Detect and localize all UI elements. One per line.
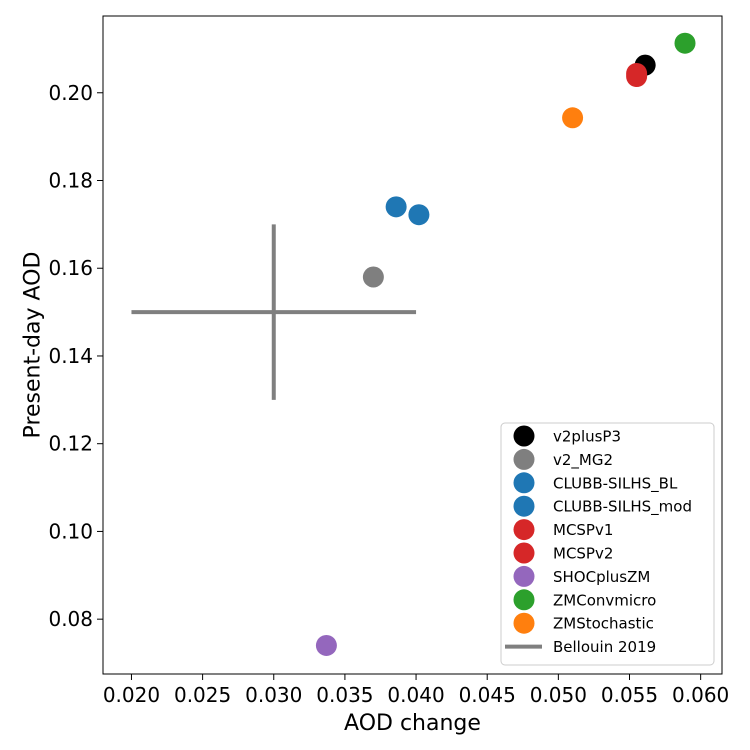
y-tick-label: 0.16: [48, 256, 93, 280]
x-tick-label: 0.040: [387, 683, 444, 707]
point-shocpluszm: [315, 634, 337, 656]
y-tick-label: 0.08: [48, 607, 93, 631]
point-zmstochastic: [562, 107, 584, 129]
x-tick-label: 0.060: [672, 683, 729, 707]
legend-box: [500, 422, 715, 666]
legend-marker: [513, 425, 535, 447]
y-tick-label: 0.20: [48, 81, 93, 105]
y-axis-label: Present-day AOD: [21, 252, 46, 439]
reference-crosshair: [131, 224, 417, 400]
legend-label: v2_MG2: [553, 451, 613, 470]
y-tick-label: 0.14: [48, 344, 93, 368]
legend-label: ZMStochastic: [553, 615, 654, 633]
x-axis-label: AOD change: [344, 711, 481, 736]
legend-label: CLUBB-SILHS_mod: [553, 498, 692, 517]
legend-label: ZMConvmicro: [553, 591, 656, 609]
point-v2-mg2: [362, 266, 384, 288]
legend-marker: [513, 565, 535, 587]
legend-marker: [513, 612, 535, 634]
legend-label: Bellouin 2019: [553, 638, 656, 656]
y-tick-label: 0.10: [48, 519, 93, 543]
legend-label: v2plusP3: [553, 428, 621, 446]
x-tick-label: 0.030: [245, 683, 302, 707]
legend-marker: [513, 589, 535, 611]
x-axis-ticks: 0.020 0.025 0.030 0.035 0.040 0.045 0.050 0.055…: [103, 674, 729, 707]
data-points: [315, 32, 696, 656]
legend-label: CLUBB-SILHS_BL: [553, 474, 678, 493]
x-tick-label: 0.035: [316, 683, 373, 707]
plot-frame: [102, 15, 723, 675]
legend-label: MCSPv2: [553, 545, 613, 563]
point-clubb-silhs-mod: [408, 204, 430, 226]
legend-marker: [513, 472, 535, 494]
point-clubb-silhs-bl: [385, 196, 407, 218]
y-axis-ticks: 0.08 0.10 0.12 0.14 0.16 0.18 0.20: [48, 81, 103, 631]
legend-label: SHOCplusZM: [553, 568, 650, 586]
x-tick-label: 0.025: [174, 683, 231, 707]
x-tick-label: 0.055: [601, 683, 658, 707]
legend-marker: [513, 542, 535, 564]
point-mcspv2: [626, 66, 648, 88]
legend: v2plusP3 v2_MG2 CLUBB-SILHS_BL CLUBB-SILHS_…: [500, 422, 715, 666]
y-tick-label: 0.12: [48, 432, 93, 456]
x-tick-label: 0.050: [530, 683, 587, 707]
point-zmconvmicro: [674, 32, 696, 54]
y-tick-label: 0.18: [48, 169, 93, 193]
legend-label: MCSPv1: [553, 521, 613, 539]
legend-marker: [513, 519, 535, 541]
legend-marker: [513, 448, 535, 470]
x-tick-label: 0.045: [459, 683, 516, 707]
x-tick-label: 0.020: [103, 683, 160, 707]
legend-marker: [513, 495, 535, 517]
